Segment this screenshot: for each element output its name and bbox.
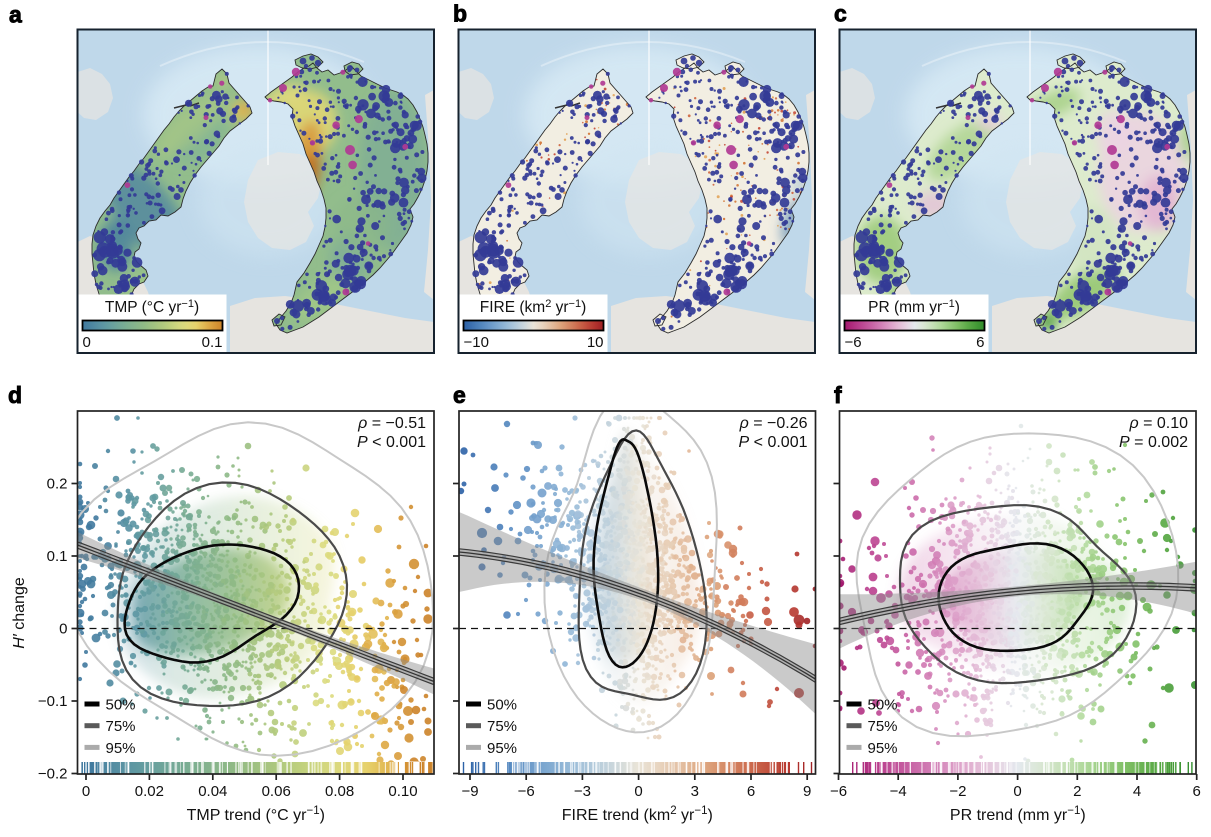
svg-text:0.02: 0.02	[135, 783, 164, 800]
svg-text:6: 6	[747, 783, 755, 800]
svg-text:e: e	[453, 382, 466, 408]
svg-text:0: 0	[83, 334, 91, 351]
svg-text:a: a	[9, 2, 22, 28]
svg-text:−0.1: −0.1	[38, 693, 68, 710]
svg-text:95%: 95%	[487, 740, 517, 757]
svg-text:H′ change: H′ change	[11, 577, 28, 649]
svg-text:−6: −6	[518, 783, 535, 800]
svg-text:75%: 75%	[487, 718, 517, 735]
svg-text:0.1: 0.1	[47, 548, 68, 565]
svg-text:d: d	[8, 382, 22, 408]
svg-text:95%: 95%	[106, 740, 136, 757]
svg-text:−0.2: −0.2	[38, 766, 68, 783]
svg-text:10: 10	[587, 334, 604, 351]
svg-text:FIRE trend (km2 yr−1): FIRE trend (km2 yr−1)	[562, 805, 713, 824]
svg-text:0: 0	[82, 783, 90, 800]
svg-text:6: 6	[976, 334, 984, 351]
svg-text:−10: −10	[464, 334, 489, 351]
svg-text:−3: −3	[574, 783, 591, 800]
svg-text:c: c	[834, 1, 847, 27]
svg-text:ρ = −0.51: ρ = −0.51	[357, 415, 426, 432]
svg-text:0: 0	[634, 783, 642, 800]
svg-text:b: b	[453, 1, 467, 27]
svg-text:0.08: 0.08	[325, 783, 354, 800]
svg-text:0.06: 0.06	[262, 783, 291, 800]
svg-text:0: 0	[59, 621, 67, 638]
svg-text:75%: 75%	[106, 718, 136, 735]
svg-text:P < 0.001: P < 0.001	[357, 434, 426, 451]
svg-text:0.2: 0.2	[47, 476, 68, 493]
svg-text:−9: −9	[461, 783, 478, 800]
svg-text:50%: 50%	[487, 697, 517, 714]
svg-text:f: f	[834, 382, 842, 408]
svg-text:P < 0.001: P < 0.001	[739, 434, 808, 451]
svg-text:9: 9	[803, 783, 811, 800]
svg-text:−6: −6	[845, 334, 862, 351]
svg-text:TMP trend (°C yr−1): TMP trend (°C yr−1)	[187, 805, 325, 824]
svg-text:0.1: 0.1	[202, 334, 223, 351]
svg-text:ρ = −0.26: ρ = −0.26	[739, 415, 808, 432]
svg-text:3: 3	[691, 783, 699, 800]
svg-text:0.10: 0.10	[388, 783, 417, 800]
svg-text:50%: 50%	[106, 697, 136, 714]
svg-text:0.04: 0.04	[198, 783, 227, 800]
